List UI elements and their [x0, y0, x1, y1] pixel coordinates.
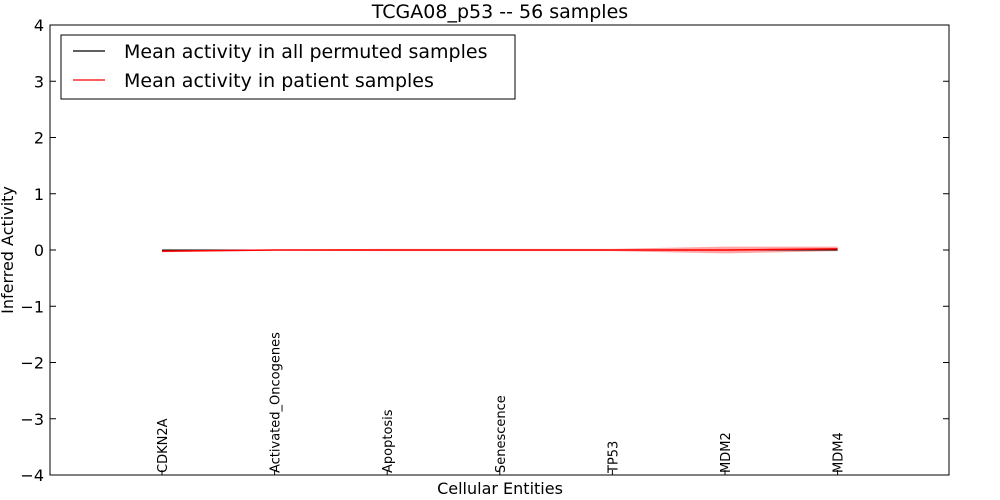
y-axis: 4 3 2 1 0 −1 −2 −3 −4	[20, 16, 949, 485]
legend: Mean activity in all permuted samples Me…	[60, 34, 516, 100]
series-lines	[161, 248, 838, 252]
x-category-labels: CDKN2A Activated_Oncogenes Apoptosis Senesc…	[156, 332, 847, 475]
x-category-label: Senescence	[494, 395, 509, 473]
x-axis-label: Cellular Entities	[437, 479, 563, 498]
y-tick-label: 2	[34, 129, 44, 148]
series-line	[161, 248, 838, 252]
legend-label-patient: Mean activity in patient samples	[124, 70, 434, 92]
y-axis-label: Inferred Activity	[0, 186, 17, 314]
x-category-label: Apoptosis	[381, 409, 396, 473]
chart-title: TCGA08_p53 -- 56 samples	[371, 1, 628, 23]
x-category-label: MDM2	[719, 432, 734, 473]
y-tick-label: 0	[34, 241, 44, 260]
y-tick-label: −1	[20, 297, 44, 316]
y-tick-label: −2	[20, 354, 44, 373]
x-category-label: TP53	[606, 441, 621, 474]
y-tick-label: −4	[20, 466, 44, 485]
legend-label-permuted: Mean activity in all permuted samples	[124, 41, 487, 63]
y-tick-label: 3	[34, 72, 44, 91]
y-tick-label: −3	[20, 410, 44, 429]
x-category-label: Activated_Oncogenes	[269, 332, 284, 473]
y-tick-label: 1	[34, 185, 44, 204]
legend-box	[60, 34, 516, 100]
x-category-label: CDKN2A	[156, 418, 171, 473]
x-category-label: MDM4	[832, 432, 847, 473]
y-tick-label: 4	[34, 16, 44, 35]
